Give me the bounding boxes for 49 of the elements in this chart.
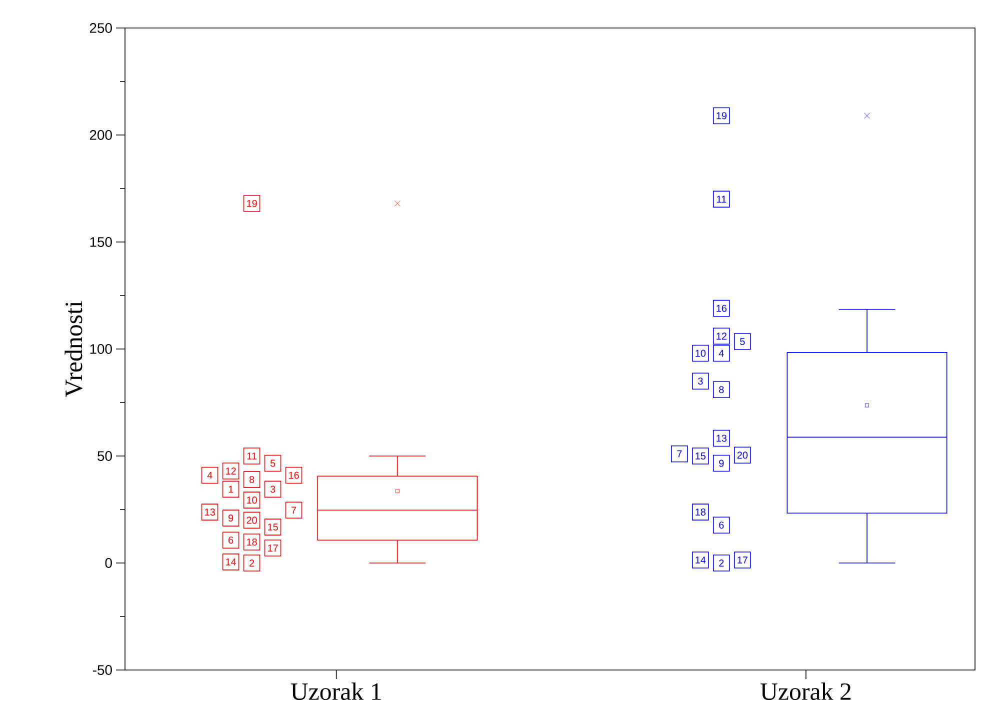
annotation: 12 [716,332,726,340]
annotation: 16 [716,304,727,312]
annotation: 19 [716,112,726,120]
annotation: 5 [270,460,276,467]
x-tick-label: Uzorak 1 [290,682,381,700]
annotation: 13 [716,434,727,442]
annotation: 3 [270,486,276,493]
annotation: 9 [719,460,724,467]
annotation: 7 [677,450,682,458]
annotation: 10 [696,350,706,357]
annotation: 2 [719,560,724,566]
annotation: 20 [737,452,748,459]
y-tick-label: 150 [90,237,112,247]
y-tick-label: 250 [90,23,112,33]
annotation: 16 [289,472,299,479]
annotation: 14 [226,558,236,566]
annotation: 5 [740,338,745,345]
annotation: 9 [228,514,234,522]
annotation: 4 [207,472,212,479]
y-tick-label: 100 [90,344,112,354]
annotation: 6 [228,536,234,544]
annotation: 18 [696,508,706,516]
annotation: 10 [247,496,257,504]
annotation: 4 [718,350,724,357]
y-tick-label: -50 [92,665,112,675]
annotation: 11 [717,196,726,203]
annotation: 11 [247,452,256,460]
annotation: 15 [696,452,706,460]
y-axis-title: Vrednosti [64,301,82,398]
annotation: 17 [268,544,278,552]
annotation: 13 [205,508,215,516]
annotation: 20 [246,516,257,524]
y-tick-label: 200 [90,130,112,140]
annotation: 8 [719,386,724,394]
annotation: 17 [738,556,748,564]
x-tick-label: Uzorak 2 [760,682,851,700]
y-tick-label: 50 [98,451,112,461]
annotation: 7 [292,506,296,514]
annotation: 18 [247,538,257,546]
annotation: 14 [696,556,706,564]
annotation: 1 [228,486,234,493]
annotation: 12 [226,468,236,474]
y-tick-label: 0 [105,558,112,568]
annotation: 15 [268,524,278,531]
annotation: 8 [249,476,254,484]
annotation: 3 [698,378,703,385]
annotation: 19 [247,200,257,207]
annotation: 2 [250,560,254,566]
annotation: 6 [719,522,724,529]
